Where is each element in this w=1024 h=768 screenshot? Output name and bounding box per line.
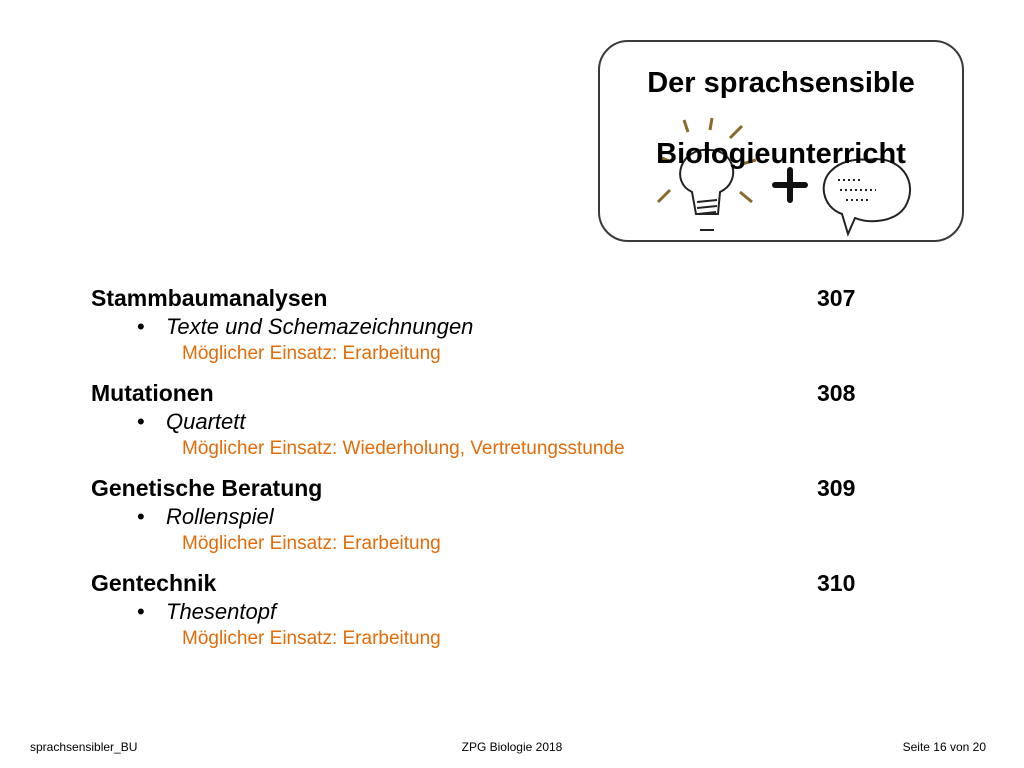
logo-title-line2: Biologieunterricht (656, 138, 906, 170)
footer-document-name: sprachsensibler_BU (30, 740, 138, 754)
topic-header: Mutationen 308 (91, 379, 861, 408)
topic-method-label: Quartett (166, 409, 246, 434)
bullet-icon: • (137, 409, 145, 434)
topic-page-number: 307 (817, 285, 856, 311)
bullet-icon: • (137, 504, 145, 529)
topic-method: • Rollenspiel (91, 503, 871, 531)
topic-header: Gentechnik 310 (91, 569, 861, 598)
topic-section: Stammbaumanalysen 307 • Texte und Schemaz… (91, 284, 871, 366)
topic-method-label: Texte und Schemazeichnungen (166, 314, 474, 339)
footer-page-indicator: Seite 16 von 20 (902, 740, 986, 754)
topic-usage: Möglicher Einsatz: Erarbeitung (182, 343, 441, 364)
topic-list: Stammbaumanalysen 307 • Texte und Schemaz… (91, 284, 871, 664)
logo-title-line1: Der sprachsensible (647, 67, 915, 99)
logo-box: Der sprachsensible Biologieunterricht (598, 40, 964, 242)
topic-section: Gentechnik 310 • Thesentopf Möglicher Ein… (91, 569, 871, 651)
topic-usage: Möglicher Einsatz: Wiederholung, Vertret… (182, 438, 625, 459)
topic-method-label: Rollenspiel (166, 504, 274, 529)
footer-publisher: ZPG Biologie 2018 (461, 740, 563, 754)
topic-title: Genetische Beratung (91, 475, 323, 501)
topic-page-number: 308 (817, 380, 856, 406)
topic-usage: Möglicher Einsatz: Erarbeitung (182, 533, 441, 554)
topic-title: Gentechnik (91, 570, 217, 596)
topic-usage: Möglicher Einsatz: Erarbeitung (182, 628, 441, 649)
topic-method: • Quartett (91, 408, 871, 436)
topic-header: Stammbaumanalysen 307 (91, 284, 861, 313)
topic-method: • Texte und Schemazeichnungen (91, 313, 871, 341)
plus-icon (772, 167, 808, 203)
topic-header: Genetische Beratung 309 (91, 474, 861, 503)
topic-method: • Thesentopf (91, 598, 871, 626)
speech-bubble-icon (822, 158, 911, 237)
topic-section: Genetische Beratung 309 • Rollenspiel Mög… (91, 474, 871, 556)
topic-page-number: 309 (817, 475, 856, 501)
logo-illustration (656, 117, 911, 237)
topic-section: Mutationen 308 • Quartett Möglicher Einsa… (91, 379, 871, 461)
bullet-icon: • (137, 314, 145, 339)
bullet-icon: • (137, 599, 145, 624)
topic-method-label: Thesentopf (166, 599, 277, 624)
lightbulb-icon (656, 117, 757, 231)
topic-page-number: 310 (817, 570, 856, 596)
topic-title: Mutationen (91, 380, 214, 406)
topic-title: Stammbaumanalysen (91, 285, 328, 311)
